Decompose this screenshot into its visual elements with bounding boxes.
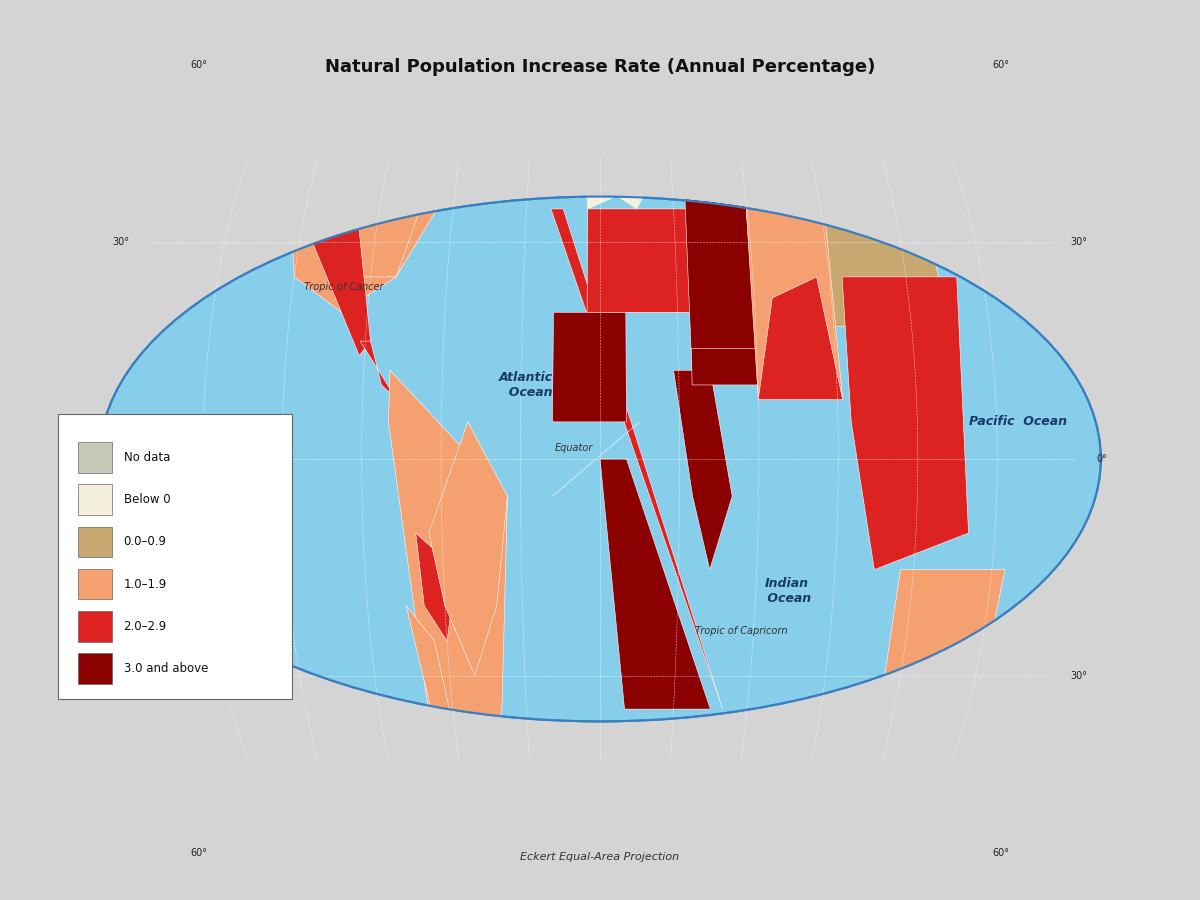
Text: 30°: 30° — [113, 670, 130, 680]
Polygon shape — [588, 22, 670, 209]
Polygon shape — [758, 277, 842, 400]
Polygon shape — [360, 341, 397, 400]
Polygon shape — [286, 22, 474, 312]
Polygon shape — [652, 6, 1004, 117]
Text: 30°: 30° — [1070, 670, 1087, 680]
Text: No data: No data — [124, 451, 170, 464]
Text: 30°: 30° — [113, 238, 130, 248]
Polygon shape — [317, 122, 451, 277]
Text: 60°: 60° — [191, 848, 208, 859]
Polygon shape — [587, 209, 703, 312]
Polygon shape — [712, 22, 914, 117]
Polygon shape — [842, 277, 968, 570]
Text: Atlantic
  Ocean: Atlantic Ocean — [499, 371, 553, 399]
Polygon shape — [428, 422, 508, 676]
Text: 1.0–1.9: 1.0–1.9 — [124, 578, 167, 590]
Polygon shape — [691, 348, 758, 385]
Polygon shape — [761, 101, 950, 327]
Polygon shape — [875, 570, 1004, 742]
Polygon shape — [673, 370, 732, 570]
Text: 0°: 0° — [92, 454, 103, 464]
Text: Indian
 Ocean: Indian Ocean — [763, 578, 811, 606]
Text: Equator: Equator — [554, 443, 593, 453]
Text: 3.0 and above: 3.0 and above — [124, 662, 208, 675]
Text: 60°: 60° — [191, 59, 208, 70]
Text: 0.0–0.9: 0.0–0.9 — [124, 536, 167, 548]
Text: Eckert Equal-Area Projection: Eckert Equal-Area Projection — [521, 851, 679, 862]
Polygon shape — [552, 422, 640, 496]
Polygon shape — [406, 606, 460, 828]
Polygon shape — [610, 22, 664, 75]
Polygon shape — [580, 65, 660, 209]
Text: Natural Population Increase Rate (Annual Percentage): Natural Population Increase Rate (Annual… — [325, 58, 875, 76]
Text: 2.0–2.9: 2.0–2.9 — [124, 620, 167, 633]
Text: Below 0: Below 0 — [124, 493, 170, 506]
Text: Tropic of Cancer: Tropic of Cancer — [305, 283, 384, 293]
Text: 0°: 0° — [1097, 454, 1108, 464]
Polygon shape — [236, 90, 474, 229]
Text: Tropic of Capricorn: Tropic of Capricorn — [695, 626, 787, 635]
Polygon shape — [600, 459, 710, 709]
Polygon shape — [552, 312, 626, 422]
Polygon shape — [415, 533, 456, 641]
Text: Pacific  Ocean: Pacific Ocean — [968, 416, 1067, 428]
Text: 60°: 60° — [992, 848, 1009, 859]
Polygon shape — [745, 189, 842, 400]
Ellipse shape — [98, 195, 1102, 723]
Polygon shape — [307, 229, 371, 356]
Polygon shape — [551, 209, 722, 709]
Polygon shape — [684, 189, 757, 370]
Text: 60°: 60° — [992, 59, 1009, 70]
Polygon shape — [389, 370, 508, 828]
Polygon shape — [902, 146, 964, 242]
Text: Pacific  Ocean: Pacific Ocean — [155, 416, 252, 428]
Text: 30°: 30° — [1070, 238, 1087, 248]
